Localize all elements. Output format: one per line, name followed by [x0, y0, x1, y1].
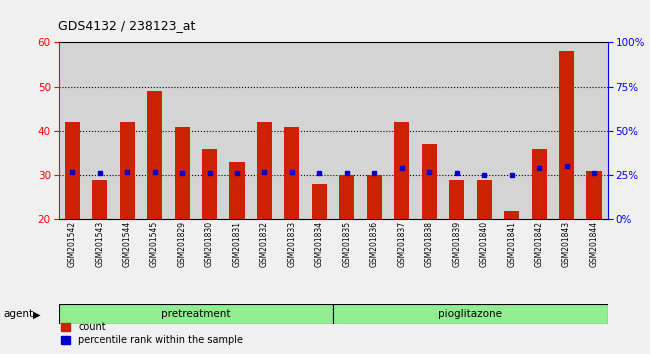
Bar: [333, 304, 608, 324]
Bar: [471, 42, 498, 219]
Bar: [388, 42, 415, 219]
Bar: [168, 42, 196, 219]
Bar: [147, 91, 162, 219]
Bar: [257, 122, 272, 219]
Bar: [86, 42, 114, 219]
Bar: [498, 42, 525, 219]
Legend: count, percentile rank within the sample: count, percentile rank within the sample: [57, 319, 247, 349]
Bar: [285, 126, 300, 219]
Bar: [333, 42, 361, 219]
Bar: [443, 42, 471, 219]
Bar: [278, 42, 306, 219]
Text: GDS4132 / 238123_at: GDS4132 / 238123_at: [58, 19, 196, 32]
Bar: [415, 42, 443, 219]
Bar: [449, 179, 464, 219]
Bar: [141, 42, 168, 219]
Bar: [532, 149, 547, 219]
Bar: [525, 42, 552, 219]
Bar: [367, 175, 382, 219]
Bar: [395, 122, 410, 219]
Bar: [504, 211, 519, 219]
Bar: [339, 175, 354, 219]
Bar: [476, 179, 491, 219]
Text: pioglitazone: pioglitazone: [439, 309, 502, 319]
Bar: [120, 122, 135, 219]
Text: agent: agent: [3, 309, 33, 319]
Bar: [559, 51, 574, 219]
Bar: [202, 149, 217, 219]
Text: pretreatment: pretreatment: [161, 309, 231, 319]
Bar: [312, 184, 327, 219]
Bar: [422, 144, 437, 219]
Bar: [251, 42, 278, 219]
Bar: [114, 42, 141, 219]
Bar: [306, 42, 333, 219]
Text: ▶: ▶: [32, 309, 40, 319]
Bar: [580, 42, 608, 219]
Bar: [229, 162, 244, 219]
Bar: [552, 42, 580, 219]
Bar: [65, 122, 80, 219]
Bar: [361, 42, 388, 219]
Bar: [196, 42, 224, 219]
Bar: [58, 304, 333, 324]
Bar: [586, 171, 601, 219]
Bar: [175, 126, 190, 219]
Bar: [58, 42, 86, 219]
Bar: [224, 42, 251, 219]
Bar: [92, 179, 107, 219]
